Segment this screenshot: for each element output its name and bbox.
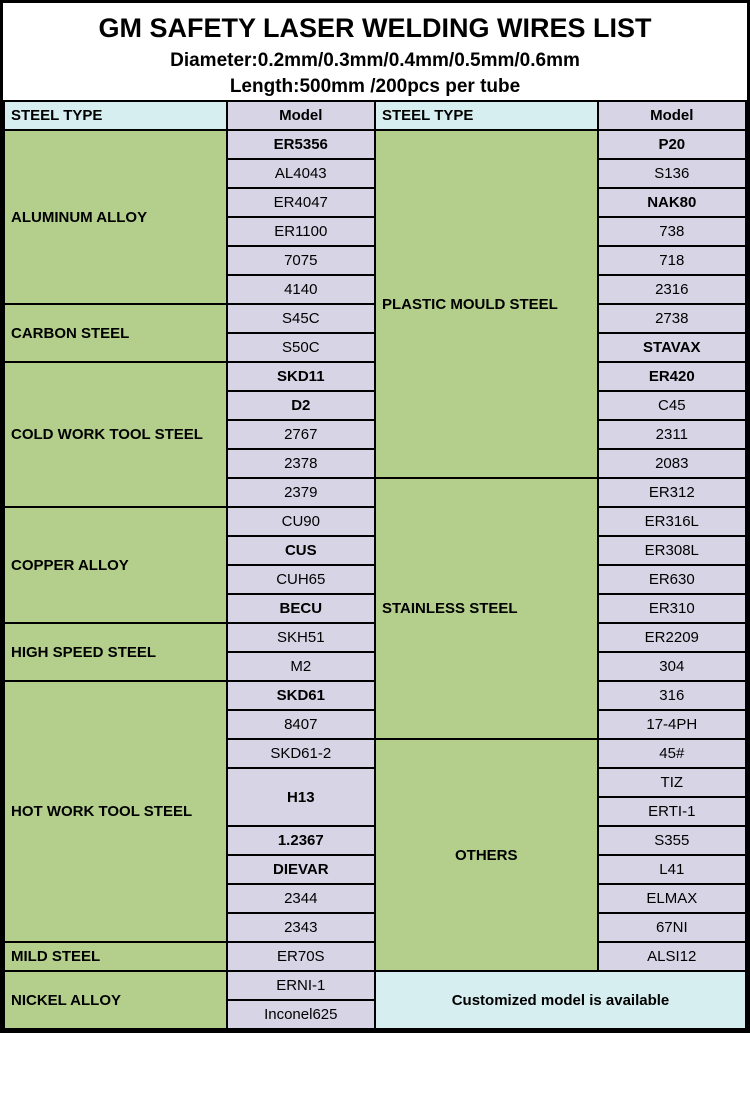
model-cell: ERNI-1: [227, 971, 375, 1000]
model-cell: ER420: [598, 362, 746, 391]
subtitle-length: Length:500mm /200pcs per tube: [3, 74, 747, 100]
model-cell: SKD61: [227, 681, 375, 710]
model-cell: C45: [598, 391, 746, 420]
model-cell: 2311: [598, 420, 746, 449]
model-cell: 8407: [227, 710, 375, 739]
model-cell: BECU: [227, 594, 375, 623]
model-cell: Inconel625: [227, 1000, 375, 1029]
model-cell: S355: [598, 826, 746, 855]
model-cell: ER308L: [598, 536, 746, 565]
model-cell: TIZ: [598, 768, 746, 797]
model-cell: D2: [227, 391, 375, 420]
model-cell: ER5356: [227, 130, 375, 159]
custom-note: Customized model is available: [375, 971, 746, 1029]
model-cell: P20: [598, 130, 746, 159]
steel-type-others: OTHERS: [375, 739, 598, 971]
model-cell: 2344: [227, 884, 375, 913]
model-cell: CUH65: [227, 565, 375, 594]
model-cell: ER1100: [227, 217, 375, 246]
model-cell: H13: [227, 768, 375, 826]
model-cell: S50C: [227, 333, 375, 362]
model-cell: 2738: [598, 304, 746, 333]
steel-type-coldwork: COLD WORK TOOL STEEL: [4, 362, 227, 507]
model-cell: ER316L: [598, 507, 746, 536]
steel-type-plastic: PLASTIC MOULD STEEL: [375, 130, 598, 478]
model-cell: 17-4PH: [598, 710, 746, 739]
model-cell: ERTI-1: [598, 797, 746, 826]
header-model-left: Model: [227, 101, 375, 130]
page-title: GM SAFETY LASER WELDING WIRES LIST: [3, 3, 747, 48]
model-cell: 316: [598, 681, 746, 710]
model-cell: ER2209: [598, 623, 746, 652]
model-cell: ER312: [598, 478, 746, 507]
model-cell: CUS: [227, 536, 375, 565]
model-cell: 7075: [227, 246, 375, 275]
model-cell: AL4043: [227, 159, 375, 188]
model-cell: 2767: [227, 420, 375, 449]
model-cell: 718: [598, 246, 746, 275]
steel-type-hotwork: HOT WORK TOOL STEEL: [4, 681, 227, 942]
wires-table: STEEL TYPE Model STEEL TYPE Model ALUMIN…: [3, 100, 747, 1030]
model-cell: SKH51: [227, 623, 375, 652]
header-row: STEEL TYPE Model STEEL TYPE Model: [4, 101, 746, 130]
model-cell: ER630: [598, 565, 746, 594]
steel-type-nickel: NICKEL ALLOY: [4, 971, 227, 1029]
steel-type-highspeed: HIGH SPEED STEEL: [4, 623, 227, 681]
model-cell: 2083: [598, 449, 746, 478]
model-cell: ER70S: [227, 942, 375, 971]
model-cell: S136: [598, 159, 746, 188]
model-cell: L41: [598, 855, 746, 884]
model-cell: 738: [598, 217, 746, 246]
model-cell: 45#: [598, 739, 746, 768]
model-cell: 2379: [227, 478, 375, 507]
subtitle-diameter: Diameter:0.2mm/0.3mm/0.4mm/0.5mm/0.6mm: [3, 48, 747, 74]
model-cell: 4140: [227, 275, 375, 304]
header-model-right: Model: [598, 101, 746, 130]
model-cell: S45C: [227, 304, 375, 333]
header-steel-type-right: STEEL TYPE: [375, 101, 598, 130]
wires-list-container: GM SAFETY LASER WELDING WIRES LIST Diame…: [0, 0, 750, 1033]
model-cell: SKD61-2: [227, 739, 375, 768]
model-cell: 2316: [598, 275, 746, 304]
model-cell: 67NI: [598, 913, 746, 942]
model-cell: CU90: [227, 507, 375, 536]
model-cell: DIEVAR: [227, 855, 375, 884]
model-cell: NAK80: [598, 188, 746, 217]
model-cell: 1.2367: [227, 826, 375, 855]
model-cell: 2378: [227, 449, 375, 478]
steel-type-stainless: STAINLESS STEEL: [375, 478, 598, 739]
model-cell: SKD11: [227, 362, 375, 391]
header-steel-type-left: STEEL TYPE: [4, 101, 227, 130]
model-cell: STAVAX: [598, 333, 746, 362]
steel-type-aluminum: ALUMINUM ALLOY: [4, 130, 227, 304]
model-cell: ER310: [598, 594, 746, 623]
model-cell: ALSI12: [598, 942, 746, 971]
model-cell: M2: [227, 652, 375, 681]
model-cell: 2343: [227, 913, 375, 942]
steel-type-carbon: CARBON STEEL: [4, 304, 227, 362]
model-cell: ER4047: [227, 188, 375, 217]
model-cell: ELMAX: [598, 884, 746, 913]
model-cell: 304: [598, 652, 746, 681]
steel-type-copper: COPPER ALLOY: [4, 507, 227, 623]
steel-type-mild: MILD STEEL: [4, 942, 227, 971]
